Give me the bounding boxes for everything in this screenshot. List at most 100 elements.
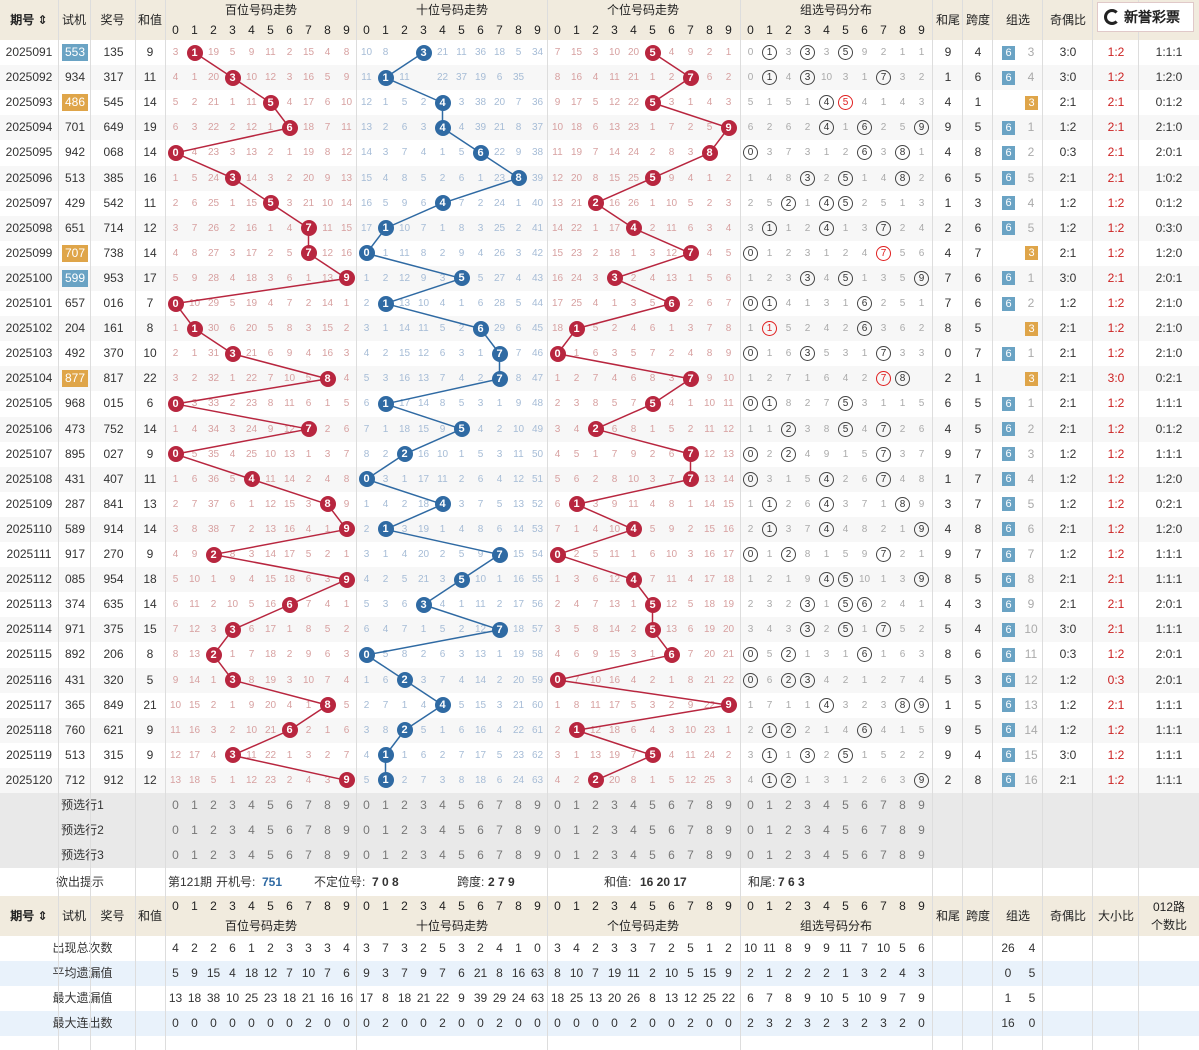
preselect-digit[interactable]: 3 [229, 798, 236, 812]
preselect-digit[interactable]: 0 [363, 798, 370, 812]
preselect-digit[interactable]: 4 [630, 798, 637, 812]
preselect-digit[interactable]: 5 [649, 848, 656, 862]
preselect-digit[interactable]: 8 [324, 823, 331, 837]
preselect-digit[interactable]: 7 [687, 848, 694, 862]
preselect-digit[interactable]: 9 [343, 823, 350, 837]
preselect-digit[interactable]: 7 [305, 798, 312, 812]
preselect-digit[interactable]: 6 [477, 823, 484, 837]
preselect-digit[interactable]: 5 [458, 848, 465, 862]
preselect-digit[interactable]: 6 [861, 848, 868, 862]
preselect-digit[interactable]: 6 [861, 798, 868, 812]
preselect-digit[interactable]: 8 [515, 848, 522, 862]
preselect-digit[interactable]: 9 [534, 848, 541, 862]
preselect-digit[interactable]: 9 [725, 848, 732, 862]
preselect-digit[interactable]: 3 [611, 848, 618, 862]
preselect-digit[interactable]: 8 [706, 848, 713, 862]
preselect-digit[interactable]: 6 [286, 848, 293, 862]
preselect-digit[interactable]: 8 [324, 798, 331, 812]
preselect-digit[interactable]: 2 [210, 798, 217, 812]
preselect-digit[interactable]: 7 [880, 848, 887, 862]
preselect-digit[interactable]: 5 [267, 848, 274, 862]
preselect-digit[interactable]: 3 [420, 798, 427, 812]
preselect-digit[interactable]: 6 [477, 848, 484, 862]
preselect-digit[interactable]: 4 [823, 798, 830, 812]
preselect-digit[interactable]: 1 [382, 848, 389, 862]
preselect-digit[interactable]: 8 [324, 848, 331, 862]
preselect-digit[interactable]: 1 [382, 798, 389, 812]
preselect-digit[interactable]: 9 [918, 848, 925, 862]
preselect-digit[interactable]: 9 [725, 798, 732, 812]
preselect-digit[interactable]: 2 [592, 798, 599, 812]
preselect-digit[interactable]: 6 [668, 798, 675, 812]
preselect-digit[interactable]: 7 [496, 798, 503, 812]
preselect-digit[interactable]: 7 [305, 848, 312, 862]
preselect-digit[interactable]: 2 [592, 848, 599, 862]
preselect-digit[interactable]: 0 [363, 848, 370, 862]
preselect-digit[interactable]: 6 [286, 798, 293, 812]
preselect-digit[interactable]: 0 [172, 848, 179, 862]
preselect-digit[interactable]: 1 [766, 798, 773, 812]
preselect-digit[interactable]: 9 [534, 798, 541, 812]
preselect-digit[interactable]: 0 [554, 798, 561, 812]
preselect-digit[interactable]: 3 [804, 798, 811, 812]
preselect-digit[interactable]: 1 [766, 823, 773, 837]
preselect-digit[interactable]: 8 [899, 823, 906, 837]
preselect-digit[interactable]: 2 [401, 848, 408, 862]
site-logo[interactable]: 新誉彩票 [1097, 2, 1194, 32]
preselect-digit[interactable]: 4 [248, 848, 255, 862]
preselect-digit[interactable]: 5 [649, 823, 656, 837]
preselect-digit[interactable]: 2 [210, 823, 217, 837]
preselect-digit[interactable]: 3 [611, 798, 618, 812]
preselect-digit[interactable]: 4 [823, 823, 830, 837]
preselect-digit[interactable]: 7 [880, 823, 887, 837]
preselect-digit[interactable]: 1 [573, 848, 580, 862]
preselect-digit[interactable]: 1 [191, 823, 198, 837]
preselect-digit[interactable]: 9 [918, 823, 925, 837]
preselect-digit[interactable]: 4 [439, 848, 446, 862]
preselect-digit[interactable]: 7 [687, 823, 694, 837]
preselect-digit[interactable]: 3 [420, 823, 427, 837]
preselect-digit[interactable]: 3 [611, 823, 618, 837]
preselect-digit[interactable]: 5 [842, 848, 849, 862]
preselect-digit[interactable]: 9 [343, 798, 350, 812]
preselect-digit[interactable]: 4 [630, 848, 637, 862]
preselect-digit[interactable]: 8 [706, 823, 713, 837]
preselect-digit[interactable]: 4 [439, 823, 446, 837]
preselect-digit[interactable]: 5 [842, 823, 849, 837]
preselect-digit[interactable]: 0 [747, 848, 754, 862]
preselect-digit[interactable]: 1 [573, 823, 580, 837]
preselect-digit[interactable]: 9 [725, 823, 732, 837]
preselect-digit[interactable]: 4 [248, 823, 255, 837]
preselect-digit[interactable]: 5 [458, 823, 465, 837]
preselect-digit[interactable]: 9 [534, 823, 541, 837]
preselect-digit[interactable]: 6 [668, 823, 675, 837]
preselect-digit[interactable]: 7 [880, 798, 887, 812]
preselect-digit[interactable]: 3 [804, 823, 811, 837]
preselect-digit[interactable]: 9 [343, 848, 350, 862]
preselect-digit[interactable]: 4 [823, 848, 830, 862]
preselect-digit[interactable]: 0 [172, 823, 179, 837]
preselect-digit[interactable]: 2 [785, 848, 792, 862]
preselect-digit[interactable]: 0 [554, 848, 561, 862]
preselect-digit[interactable]: 1 [382, 823, 389, 837]
preselect-digit[interactable]: 6 [668, 848, 675, 862]
preselect-digit[interactable]: 1 [191, 798, 198, 812]
preselect-digit[interactable]: 3 [420, 848, 427, 862]
preselect-digit[interactable]: 8 [899, 798, 906, 812]
preselect-digit[interactable]: 0 [747, 823, 754, 837]
preselect-digit[interactable]: 3 [804, 848, 811, 862]
preselect-digit[interactable]: 2 [592, 823, 599, 837]
preselect-digit[interactable]: 2 [210, 848, 217, 862]
preselect-digit[interactable]: 1 [766, 848, 773, 862]
preselect-digit[interactable]: 7 [496, 823, 503, 837]
preselect-digit[interactable]: 4 [630, 823, 637, 837]
preselect-digit[interactable]: 7 [496, 848, 503, 862]
footer-issue-header[interactable]: 期号 ⇕ [0, 896, 58, 936]
preselect-digit[interactable]: 5 [649, 798, 656, 812]
preselect-digit[interactable]: 5 [267, 823, 274, 837]
preselect-digit[interactable]: 7 [305, 823, 312, 837]
preselect-digit[interactable]: 6 [861, 823, 868, 837]
preselect-digit[interactable]: 4 [248, 798, 255, 812]
preselect-digit[interactable]: 5 [458, 798, 465, 812]
preselect-digit[interactable]: 5 [842, 798, 849, 812]
